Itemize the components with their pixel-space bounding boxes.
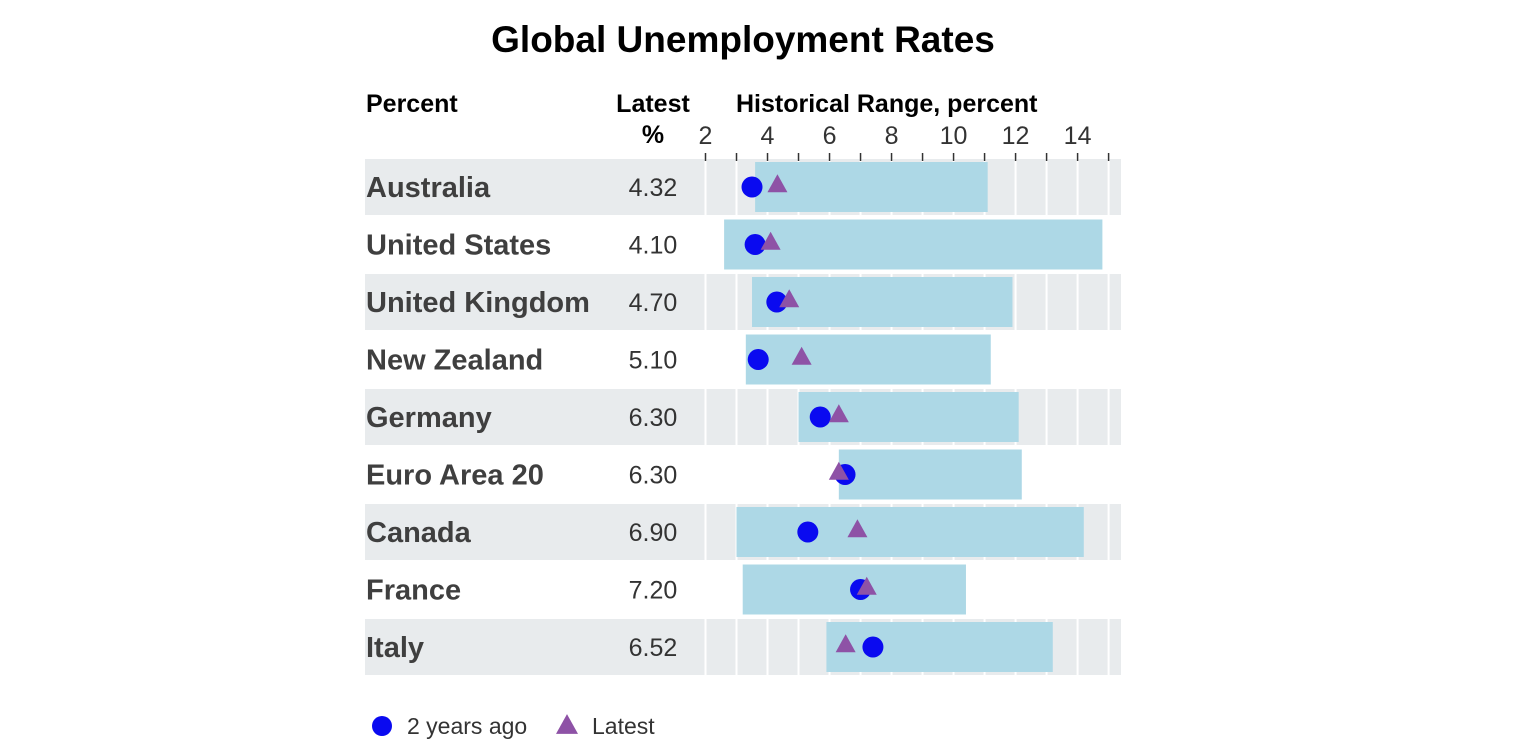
marker-latest [760,231,781,250]
markers [741,174,884,658]
range-bars [724,162,1103,672]
country-label: Italy [366,632,424,664]
range-bar [798,392,1019,442]
country-label: Canada [366,517,472,549]
chart-title: Global Unemployment Rates [491,19,995,60]
legend: 2 years ago Latest [372,713,655,739]
latest-value: 6.52 [629,634,678,662]
country-label: United Kingdom [366,287,590,319]
marker-latest [856,576,877,595]
marker-two-years-ago [809,406,831,428]
country-label: Australia [366,172,491,204]
range-bar [826,622,1053,672]
x-tick-label: 2 [699,122,713,150]
country-label: United States [366,230,551,262]
range-bar [755,162,988,212]
marker-two-years-ago [747,349,769,370]
x-tick-label: 6 [823,122,837,150]
marker-two-years-ago [797,521,819,543]
marker-latest [791,346,812,365]
marker-two-years-ago [766,291,788,313]
latest-value: 4.32 [629,174,678,202]
x-tick-label: 4 [761,122,775,150]
row-labels: Australia 4.32 United States 4.10 United Kin… [366,172,677,664]
x-tick-label: 8 [885,122,899,150]
marker-latest [767,174,788,193]
header-percent: Percent [366,90,458,118]
latest-value: 7.20 [629,577,678,605]
header-historical-range: Historical Range, percent [736,90,1038,118]
country-label: Euro Area 20 [366,460,544,492]
country-label: France [366,575,461,607]
marker-two-years-ago [862,636,884,658]
range-bar [724,219,1103,270]
legend-circle-icon [372,716,392,736]
header-latest: Latest [616,90,690,118]
latest-value: 4.70 [629,289,678,317]
legend-triangle-icon [556,714,578,734]
latest-value: 5.10 [629,347,678,375]
latest-value: 6.30 [629,404,678,432]
country-label: New Zealand [366,345,543,377]
marker-latest [779,289,800,308]
marker-latest [847,519,868,538]
range-bar [745,334,991,385]
header-latest-unit: % [642,121,664,149]
marker-two-years-ago [741,176,763,198]
marker-two-years-ago [744,234,766,255]
legend-label: 2 years ago [407,713,527,739]
x-tick-label: 10 [940,122,968,150]
country-label: Germany [366,402,492,434]
x-tick-label: 14 [1064,122,1092,150]
x-tick-label: 12 [1002,122,1030,150]
x-axis: 2 4 6 8 10 12 14 [699,122,1110,161]
legend-label: Latest [592,713,655,739]
latest-value: 6.90 [629,519,678,547]
latest-value: 6.30 [629,462,678,490]
range-bar [838,449,1022,500]
latest-value: 4.10 [629,232,678,260]
marker-latest [835,634,856,653]
marker-latest [828,461,849,480]
range-bar [736,507,1084,557]
marker-latest [828,404,849,423]
